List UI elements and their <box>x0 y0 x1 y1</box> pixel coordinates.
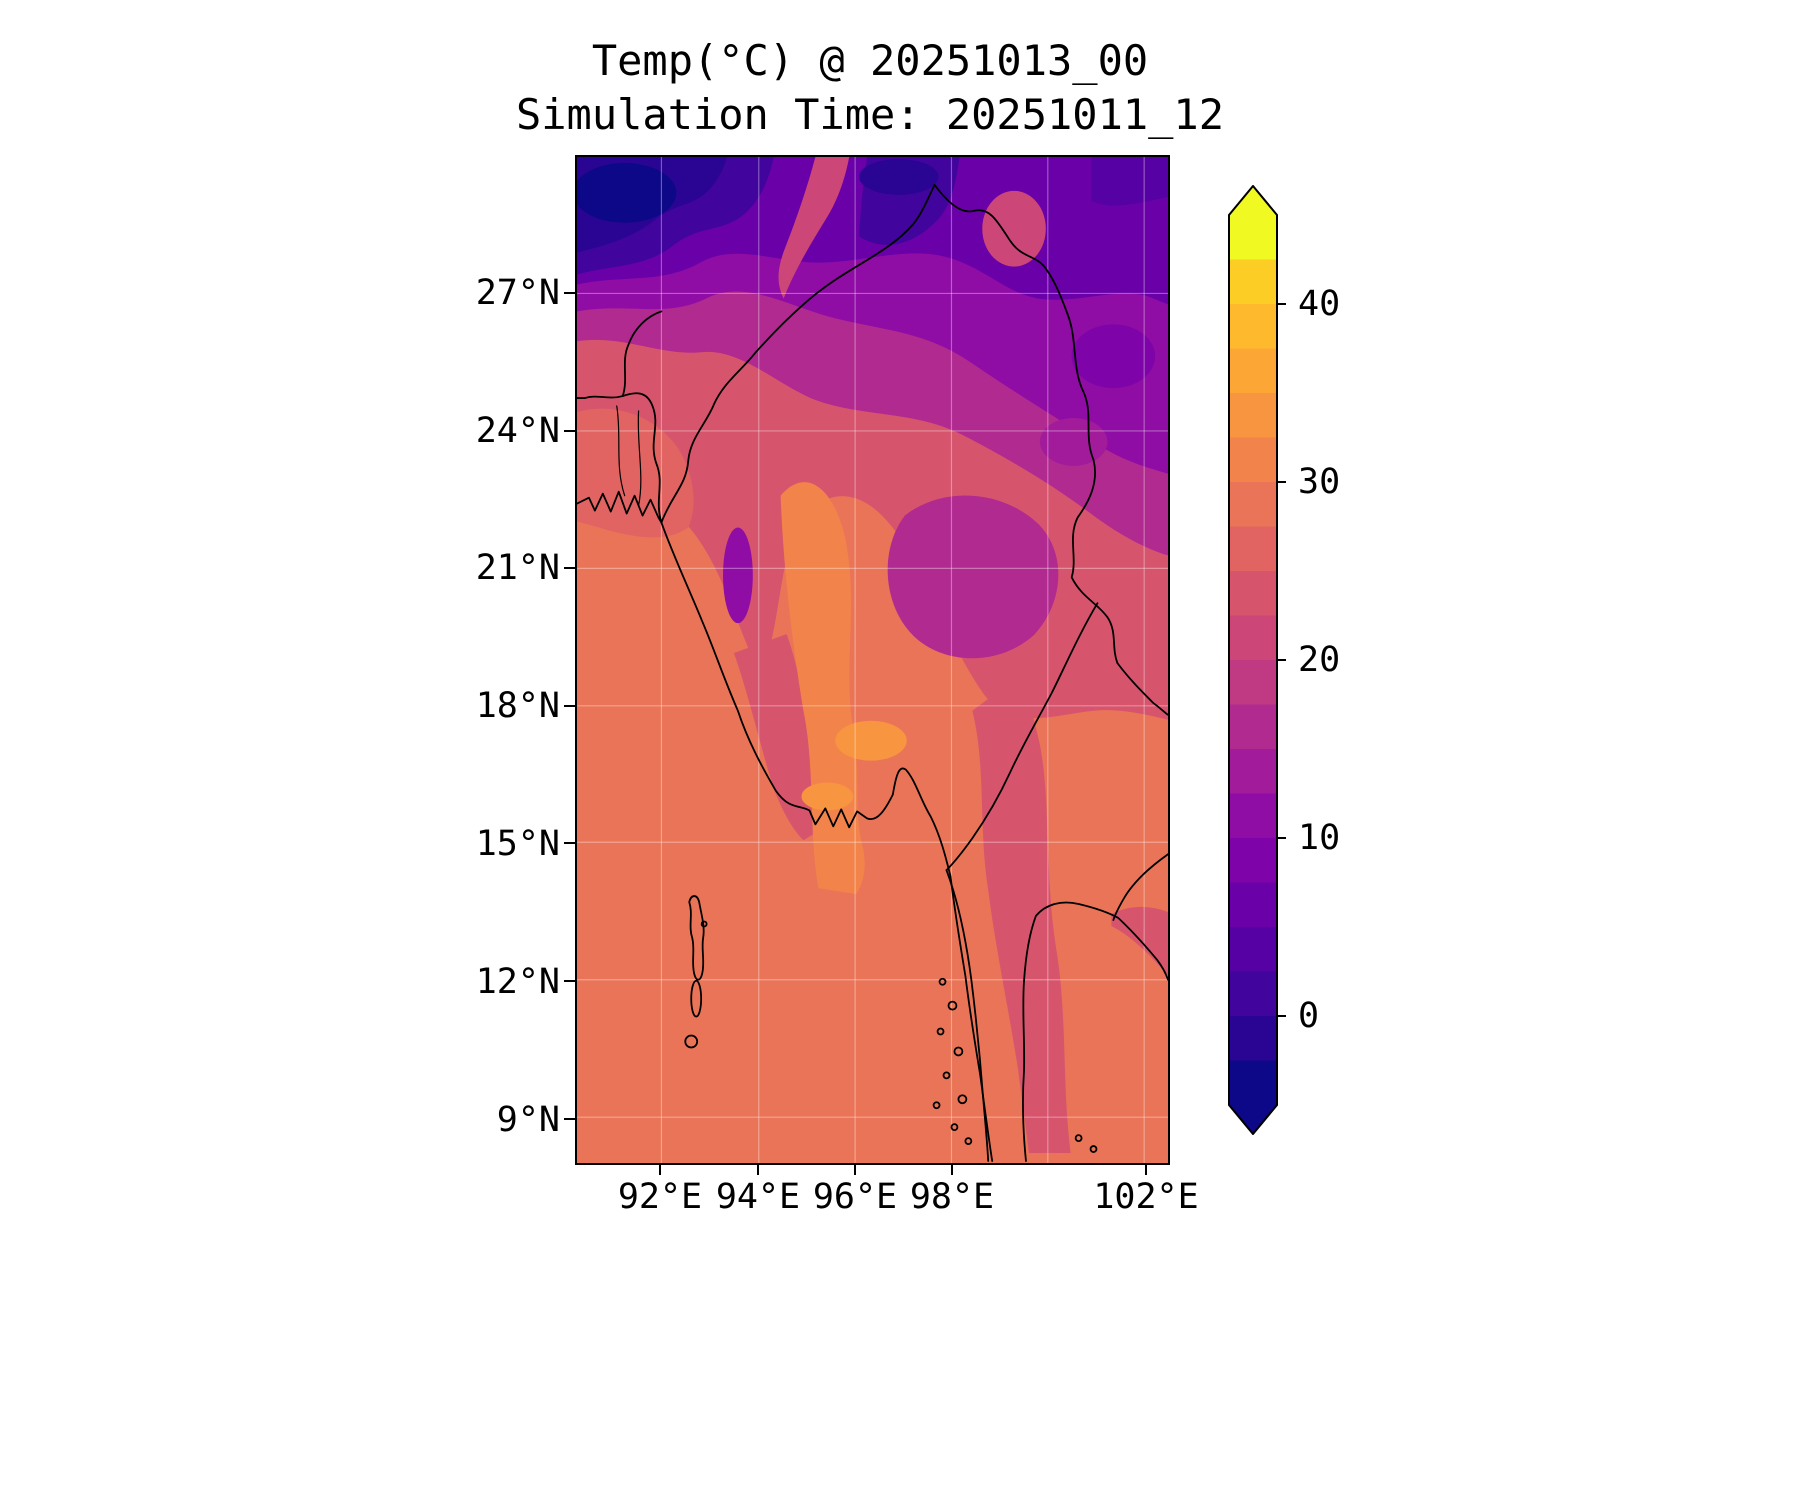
temp-region-bengal-plain <box>577 408 694 538</box>
colorbar-tick-label: 10 <box>1298 818 1341 858</box>
y-tick-label: 12°N <box>475 962 560 1002</box>
colorbar-band <box>1229 615 1277 660</box>
y-tick-label: 24°N <box>475 411 560 451</box>
temp-region-east-hills <box>972 674 1071 1154</box>
y-tick-mark <box>564 705 575 707</box>
colorbar-extend-min <box>1229 1105 1277 1134</box>
colorbar-extend-max <box>1229 186 1277 215</box>
temp-region-ne-cold-patch <box>1091 157 1168 206</box>
temp-region-west-hills <box>733 634 830 841</box>
colorbar-band <box>1229 704 1277 749</box>
gridlines <box>577 157 1168 1163</box>
colorbar-band <box>1229 215 1277 260</box>
x-tick-mark <box>951 1165 953 1175</box>
y-tick-mark <box>564 842 575 844</box>
temperature-map <box>577 157 1168 1163</box>
colorbar-band <box>1229 882 1277 927</box>
temp-region-cold-core-center <box>859 158 939 195</box>
temp-region-delta-hotspot-2 <box>801 782 854 811</box>
colorbar-band <box>1229 304 1277 349</box>
country-border-path <box>577 183 1168 1162</box>
y-tick-mark <box>564 980 575 982</box>
x-tick-label: 94°E <box>715 1177 801 1217</box>
temp-region-chin-hills <box>723 527 753 624</box>
x-tick-mark <box>757 1165 759 1175</box>
colorbar-band <box>1229 838 1277 883</box>
y-tick-label: 21°N <box>475 548 560 588</box>
temp-region-himalaya-coldest <box>577 162 677 223</box>
y-tick-label: 18°N <box>475 686 560 726</box>
y-tick-mark <box>564 1118 575 1120</box>
colorbar-tick-label: 40 <box>1298 284 1341 324</box>
temp-region-delta-hotspot-1 <box>835 720 907 761</box>
colorbar-tick-label: 20 <box>1298 640 1341 680</box>
colorbar-band <box>1229 437 1277 482</box>
temp-region-warm-valley-streak <box>778 157 850 299</box>
y-tick-mark <box>564 292 575 294</box>
colorbar-band <box>1229 749 1277 794</box>
colorbar-band <box>1229 971 1277 1016</box>
colorbar-tick-label: 30 <box>1298 462 1341 502</box>
x-tick-mark <box>659 1165 661 1175</box>
y-tick-label: 27°N <box>475 273 560 313</box>
colorbar <box>1228 185 1286 1135</box>
coastline-path <box>577 405 1168 1162</box>
colorbar-band <box>1229 348 1277 393</box>
temp-region-warm-valley-ne <box>982 190 1046 267</box>
x-tick-label: 98°E <box>909 1177 995 1217</box>
x-tick-label: 96°E <box>812 1177 898 1217</box>
colorbar-band <box>1229 571 1277 616</box>
map-plot <box>575 155 1170 1165</box>
temp-region-shan-plateau <box>887 495 1059 659</box>
temp-region-ne-mottle-2 <box>1039 417 1108 466</box>
temp-region-ne-mottle-1 <box>1071 324 1156 389</box>
colorbar-band <box>1229 393 1277 438</box>
colorbar-band <box>1229 793 1277 838</box>
colorbar-band <box>1229 927 1277 972</box>
figure-subtitle: Simulation Time: 20251011_12 <box>515 90 1224 139</box>
colorbar-ticks <box>1277 303 1286 1017</box>
colorbar-band <box>1229 1016 1277 1061</box>
colorbar-band <box>1229 526 1277 571</box>
x-tick-label: 102°E <box>1093 1177 1199 1217</box>
y-tick-mark <box>564 430 575 432</box>
colorbar-band <box>1229 1060 1277 1105</box>
colorbar-outline <box>1228 185 1278 1135</box>
figure-title: Temp(°C) @ 20251013_00 <box>591 36 1149 85</box>
x-tick-label: 92°E <box>617 1177 703 1217</box>
y-tick-label: 9°N <box>496 1100 560 1140</box>
y-tick-mark <box>564 567 575 569</box>
colorbar-band <box>1229 660 1277 705</box>
colorbar-tick-label: 0 <box>1298 996 1320 1036</box>
colorbar-bands <box>1229 215 1277 1105</box>
title-block: Temp(°C) @ 20251013_00 Simulation Time: … <box>275 34 1465 142</box>
colorbar-band <box>1229 482 1277 527</box>
x-tick-mark <box>1145 1165 1147 1175</box>
x-tick-mark <box>854 1165 856 1175</box>
y-tick-label: 15°N <box>475 824 560 864</box>
colorbar-band <box>1229 259 1277 304</box>
